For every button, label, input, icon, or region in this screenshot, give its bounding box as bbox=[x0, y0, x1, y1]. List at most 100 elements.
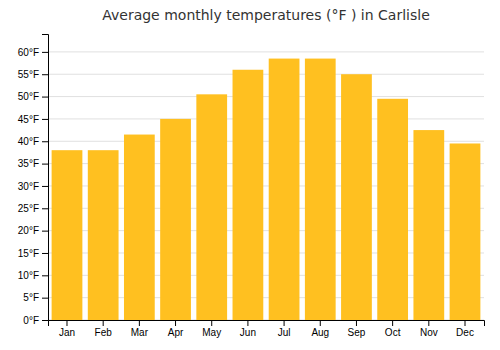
tick-mark bbox=[103, 320, 104, 326]
tick: Apr bbox=[168, 320, 184, 338]
axis-line bbox=[42, 35, 49, 321]
tick: 60°F bbox=[18, 47, 48, 58]
tick-label: 10°F bbox=[18, 270, 39, 281]
tick: Dec bbox=[456, 320, 474, 338]
tick-label: 15°F bbox=[18, 248, 39, 259]
tick: 45°F bbox=[18, 114, 48, 125]
tick: 20°F bbox=[18, 225, 48, 236]
tick-label: 5°F bbox=[23, 292, 39, 303]
bar bbox=[88, 150, 119, 320]
bars bbox=[52, 59, 481, 320]
tick-mark bbox=[42, 74, 48, 75]
tick: Nov bbox=[420, 320, 438, 338]
tick-label: Jun bbox=[240, 327, 256, 338]
tick-mark bbox=[211, 320, 212, 326]
tick-label: Aug bbox=[311, 327, 329, 338]
tick: 10°F bbox=[18, 270, 48, 281]
tick-label: 50°F bbox=[18, 91, 39, 102]
tick-label: Dec bbox=[456, 327, 474, 338]
tick-mark bbox=[42, 253, 48, 254]
tick-mark bbox=[428, 320, 429, 326]
y-axis: 0°F 5°F 10°F 15°F 20°F 25°F 30°F 35°F 40°F 45°F 50… bbox=[18, 35, 49, 326]
tick-mark bbox=[42, 298, 48, 299]
tick: Mar bbox=[131, 320, 149, 338]
tick: Jan bbox=[59, 320, 75, 338]
tick: Jul bbox=[278, 320, 291, 338]
tick-label: Apr bbox=[168, 327, 184, 338]
tick-label: Nov bbox=[420, 327, 438, 338]
tick-mark bbox=[139, 320, 140, 326]
grid bbox=[48, 52, 484, 320]
tick-label: Jul bbox=[278, 327, 291, 338]
tick-label: 60°F bbox=[18, 47, 39, 58]
tick: 5°F bbox=[23, 292, 48, 303]
tick-label: 40°F bbox=[18, 136, 39, 147]
bar bbox=[196, 94, 227, 320]
bar bbox=[233, 70, 264, 320]
bar bbox=[52, 150, 83, 320]
tick-label: May bbox=[202, 327, 221, 338]
tick: 30°F bbox=[18, 181, 48, 192]
tick-mark bbox=[465, 320, 466, 326]
tick: 50°F bbox=[18, 91, 48, 102]
bar bbox=[377, 99, 408, 320]
tick-mark bbox=[392, 320, 393, 326]
tick-mark bbox=[320, 320, 321, 326]
tick-mark bbox=[42, 164, 48, 165]
tick: 35°F bbox=[18, 158, 48, 169]
tick-mark bbox=[175, 320, 176, 326]
tick-label: Oct bbox=[385, 327, 401, 338]
tick: 55°F bbox=[18, 69, 48, 80]
tick-label: 55°F bbox=[18, 69, 39, 80]
grid-line bbox=[48, 96, 484, 97]
bar bbox=[269, 59, 300, 320]
tick-label: 25°F bbox=[18, 203, 39, 214]
bar bbox=[160, 119, 191, 320]
axis-line bbox=[49, 321, 485, 327]
bar bbox=[413, 130, 444, 320]
tick: Feb bbox=[95, 320, 113, 338]
bar bbox=[124, 135, 155, 320]
tick-mark bbox=[42, 97, 48, 98]
tick-mark bbox=[42, 320, 48, 321]
tick-mark bbox=[42, 186, 48, 187]
tick-label: 20°F bbox=[18, 225, 39, 236]
grid-line bbox=[48, 118, 484, 119]
grid-line bbox=[48, 51, 484, 52]
tick: 0°F bbox=[23, 315, 48, 326]
tick-mark bbox=[42, 208, 48, 209]
grid-line bbox=[48, 74, 484, 75]
tick: 15°F bbox=[18, 248, 48, 259]
tick: 25°F bbox=[18, 203, 48, 214]
x-axis: Jan Feb Mar Apr May Jun Jul Aug Sep Oct Nov Dec bbox=[49, 320, 485, 338]
bar bbox=[305, 59, 336, 320]
tick-label: 0°F bbox=[23, 315, 39, 326]
title: Average monthly temperatures (°F ) in Ca… bbox=[102, 7, 430, 23]
tick-mark bbox=[284, 320, 285, 326]
tick: Aug bbox=[311, 320, 329, 338]
tick-label: Feb bbox=[95, 327, 113, 338]
tick: Oct bbox=[385, 320, 401, 338]
tick: Sep bbox=[348, 320, 366, 338]
tick-mark bbox=[42, 231, 48, 232]
plot: 0°F 5°F 10°F 15°F 20°F 25°F 30°F 35°F 40°F 45°F 50… bbox=[18, 35, 485, 339]
tick-label: Mar bbox=[131, 327, 149, 338]
tick-label: Jan bbox=[59, 327, 75, 338]
tick-label: 35°F bbox=[18, 158, 39, 169]
tick-mark bbox=[42, 119, 48, 120]
tick-mark bbox=[356, 320, 357, 326]
bar bbox=[450, 143, 481, 320]
tick-mark bbox=[42, 52, 48, 53]
tick-mark bbox=[247, 320, 248, 326]
tick-mark bbox=[42, 141, 48, 142]
tick-mark bbox=[42, 275, 48, 276]
tick: Jun bbox=[240, 320, 256, 338]
tick: 40°F bbox=[18, 136, 48, 147]
tick-label: 45°F bbox=[18, 114, 39, 125]
tick-mark bbox=[66, 320, 67, 326]
chart: 0°F 5°F 10°F 15°F 20°F 25°F 30°F 35°F 40°F 45°F 50… bbox=[0, 0, 500, 350]
tick-label: 30°F bbox=[18, 181, 39, 192]
bar bbox=[341, 74, 372, 320]
tick: May bbox=[202, 320, 221, 338]
tick-label: Sep bbox=[348, 327, 366, 338]
